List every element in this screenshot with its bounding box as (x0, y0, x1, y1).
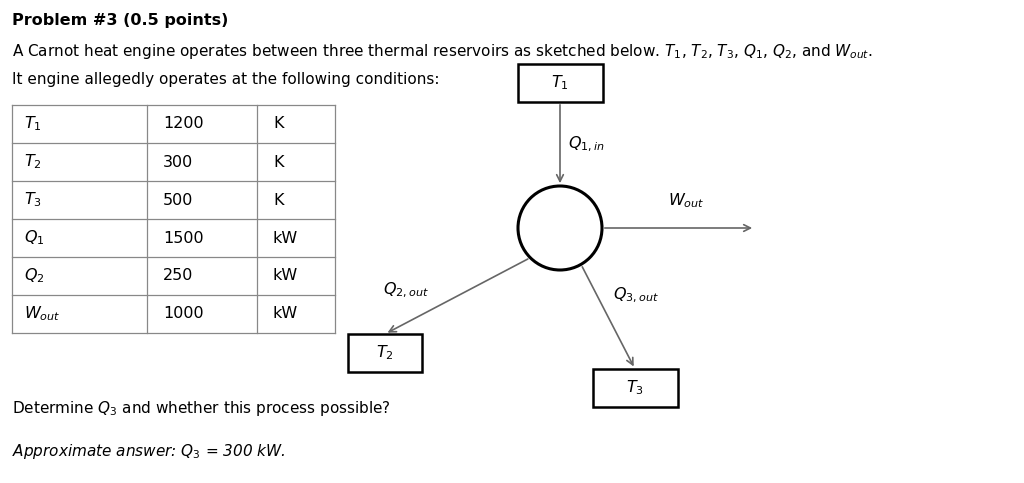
FancyBboxPatch shape (517, 64, 602, 102)
Text: 300: 300 (163, 155, 194, 170)
FancyBboxPatch shape (347, 334, 423, 372)
Text: kW: kW (273, 269, 298, 284)
Text: K: K (273, 155, 284, 170)
Text: $T_2$: $T_2$ (376, 343, 394, 362)
Text: 1200: 1200 (163, 116, 204, 131)
Text: $T_1$: $T_1$ (24, 114, 42, 133)
Text: K: K (273, 193, 284, 208)
Text: $T_3$: $T_3$ (626, 379, 644, 398)
Text: $W_{out}$: $W_{out}$ (669, 191, 705, 210)
FancyBboxPatch shape (593, 369, 678, 407)
Text: $T_2$: $T_2$ (24, 153, 42, 171)
Text: $W_{out}$: $W_{out}$ (24, 305, 60, 323)
Text: kW: kW (273, 230, 298, 245)
Text: Approximate answer: $Q_3$ = 300 kW.: Approximate answer: $Q_3$ = 300 kW. (12, 442, 286, 461)
Text: kW: kW (273, 307, 298, 322)
Text: Determine $Q_3$ and whether this process possible?: Determine $Q_3$ and whether this process… (12, 399, 391, 418)
Text: 1500: 1500 (163, 230, 204, 245)
Text: Problem #3 (0.5 points): Problem #3 (0.5 points) (12, 13, 228, 28)
Text: It engine allegedly operates at the following conditions:: It engine allegedly operates at the foll… (12, 72, 439, 87)
Text: $Q_{2,out}$: $Q_{2,out}$ (383, 281, 429, 300)
Text: $Q_{1,in}$: $Q_{1,in}$ (568, 134, 605, 154)
Text: 500: 500 (163, 193, 194, 208)
Text: 250: 250 (163, 269, 194, 284)
Text: K: K (273, 116, 284, 131)
Text: $Q_{3,out}$: $Q_{3,out}$ (613, 285, 659, 305)
Text: $T_3$: $T_3$ (24, 191, 42, 209)
Text: $Q_2$: $Q_2$ (24, 267, 45, 285)
Text: A Carnot heat engine operates between three thermal reservoirs as sketched below: A Carnot heat engine operates between th… (12, 42, 872, 61)
Text: 1000: 1000 (163, 307, 204, 322)
Text: $Q_1$: $Q_1$ (24, 228, 45, 247)
Text: $T_1$: $T_1$ (551, 73, 569, 92)
